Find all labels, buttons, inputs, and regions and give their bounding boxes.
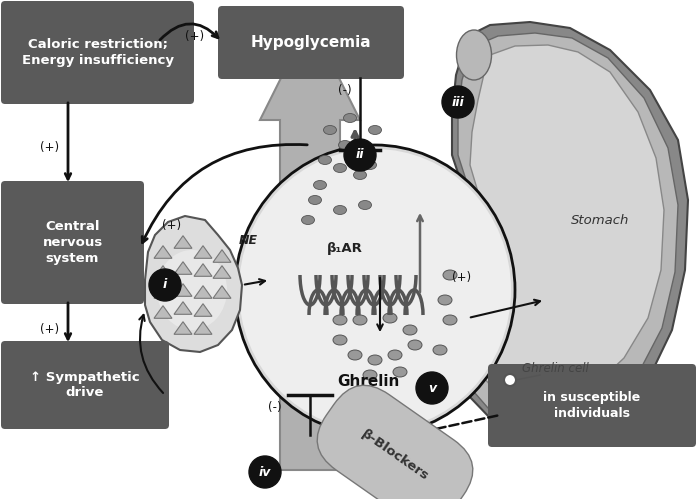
Ellipse shape xyxy=(388,350,402,360)
Ellipse shape xyxy=(313,181,326,190)
Ellipse shape xyxy=(333,206,347,215)
FancyBboxPatch shape xyxy=(1,181,144,304)
Ellipse shape xyxy=(368,126,382,135)
Polygon shape xyxy=(260,20,360,470)
Text: v: v xyxy=(428,382,436,395)
Ellipse shape xyxy=(324,126,336,135)
FancyBboxPatch shape xyxy=(488,364,696,447)
Ellipse shape xyxy=(157,250,227,330)
Text: i: i xyxy=(163,278,167,291)
Ellipse shape xyxy=(456,30,491,80)
Ellipse shape xyxy=(363,370,377,380)
Text: ii: ii xyxy=(356,149,364,162)
Polygon shape xyxy=(194,263,212,276)
Text: (-): (-) xyxy=(338,83,352,96)
Polygon shape xyxy=(154,246,172,258)
Ellipse shape xyxy=(363,161,377,170)
Text: (+): (+) xyxy=(162,219,182,232)
Text: (+): (+) xyxy=(452,271,472,284)
Polygon shape xyxy=(154,286,172,298)
Text: Caloric restriction;
Energy insufficiency: Caloric restriction; Energy insufficienc… xyxy=(22,38,173,67)
Text: Hypoglycemia: Hypoglycemia xyxy=(251,35,371,50)
Text: (+): (+) xyxy=(283,255,337,284)
Ellipse shape xyxy=(333,164,347,173)
Polygon shape xyxy=(174,322,192,334)
Polygon shape xyxy=(194,304,212,316)
Circle shape xyxy=(416,372,448,404)
Text: (+): (+) xyxy=(41,142,59,155)
Polygon shape xyxy=(174,302,192,314)
Circle shape xyxy=(249,456,281,488)
Ellipse shape xyxy=(239,149,511,431)
Text: ↑ Sympathetic
drive: ↑ Sympathetic drive xyxy=(30,370,140,400)
Polygon shape xyxy=(194,286,212,298)
Polygon shape xyxy=(174,284,192,296)
Ellipse shape xyxy=(235,145,515,435)
Ellipse shape xyxy=(348,350,362,360)
Ellipse shape xyxy=(319,156,331,165)
Text: (-): (-) xyxy=(268,402,282,415)
Ellipse shape xyxy=(359,201,371,210)
Ellipse shape xyxy=(333,315,347,325)
Ellipse shape xyxy=(393,367,407,377)
Ellipse shape xyxy=(333,335,347,345)
Polygon shape xyxy=(452,22,688,435)
Ellipse shape xyxy=(368,355,382,365)
Polygon shape xyxy=(154,306,172,318)
Text: Stomach: Stomach xyxy=(571,214,629,227)
Ellipse shape xyxy=(403,325,417,335)
Ellipse shape xyxy=(383,313,397,323)
Ellipse shape xyxy=(301,216,315,225)
Text: β-Blockers: β-Blockers xyxy=(359,427,431,483)
Text: β₁AR: β₁AR xyxy=(327,242,363,254)
FancyBboxPatch shape xyxy=(218,6,404,79)
Text: Ghrelin cell: Ghrelin cell xyxy=(521,361,589,375)
Circle shape xyxy=(442,86,474,118)
Ellipse shape xyxy=(408,340,422,350)
FancyBboxPatch shape xyxy=(1,341,169,429)
Polygon shape xyxy=(467,45,664,403)
Polygon shape xyxy=(174,261,192,274)
Ellipse shape xyxy=(343,113,356,122)
Polygon shape xyxy=(174,236,192,249)
Ellipse shape xyxy=(443,315,457,325)
Polygon shape xyxy=(213,265,231,278)
Ellipse shape xyxy=(359,148,371,157)
Polygon shape xyxy=(145,216,242,352)
Polygon shape xyxy=(154,265,172,278)
Text: (+): (+) xyxy=(185,29,205,42)
Polygon shape xyxy=(194,246,212,258)
Ellipse shape xyxy=(354,171,366,180)
Ellipse shape xyxy=(438,295,452,305)
Polygon shape xyxy=(458,33,678,425)
Polygon shape xyxy=(194,322,212,334)
Text: NE: NE xyxy=(238,234,257,247)
Text: Central
nervous
system: Central nervous system xyxy=(43,220,103,265)
Ellipse shape xyxy=(338,141,352,150)
Circle shape xyxy=(149,269,181,301)
Text: (+): (+) xyxy=(41,323,59,336)
Text: in susceptible
individuals: in susceptible individuals xyxy=(543,391,640,420)
Ellipse shape xyxy=(433,345,447,355)
FancyBboxPatch shape xyxy=(1,1,194,104)
Ellipse shape xyxy=(353,315,367,325)
Text: iv: iv xyxy=(259,466,271,479)
Circle shape xyxy=(344,139,376,171)
Polygon shape xyxy=(213,286,231,298)
Ellipse shape xyxy=(443,270,457,280)
Circle shape xyxy=(504,374,516,386)
Text: Ghrelin: Ghrelin xyxy=(337,375,399,390)
Ellipse shape xyxy=(308,196,322,205)
Polygon shape xyxy=(213,250,231,262)
Text: iii: iii xyxy=(452,95,464,108)
